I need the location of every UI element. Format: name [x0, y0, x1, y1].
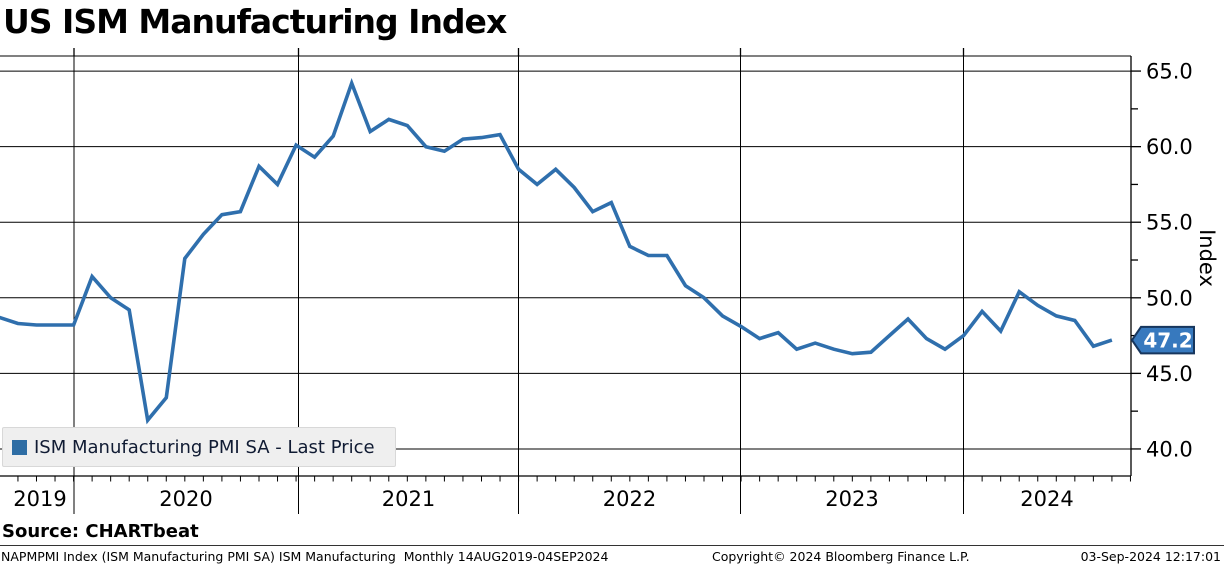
footer-copyright: Copyright© 2024 Bloomberg Finance L.P. — [712, 549, 970, 564]
legend[interactable]: ISM Manufacturing PMI SA - Last Price — [2, 427, 396, 467]
x-tick-label-year: 2021 — [382, 487, 435, 511]
x-tick-label-year: 2022 — [603, 487, 656, 511]
y-tick-label: 55.0 — [1146, 211, 1193, 235]
x-tick-label-year: 2024 — [1020, 487, 1073, 511]
y-axis-title: Index — [1195, 229, 1219, 287]
footer-divider — [0, 545, 1224, 546]
x-tick-label-year: 2023 — [825, 487, 878, 511]
x-tick-label-year: 2019 — [13, 487, 66, 511]
x-tick-label-year: 2020 — [159, 487, 212, 511]
last-price-value: 47.2 — [1143, 329, 1192, 353]
last-price-badge: 47.2 — [1130, 325, 1195, 355]
source-label: Source: CHARTbeat — [2, 521, 199, 542]
legend-swatch-icon — [12, 439, 27, 455]
footer-description: NAPMPMI Index (ISM Manufacturing PMI SA)… — [1, 549, 609, 564]
y-tick-label: 65.0 — [1146, 60, 1193, 84]
chart-canvas[interactable]: 40.0 45.0 50.0 55.0 60.0 65.0 2019 2020 2021 2022… — [0, 0, 1224, 545]
y-tick-label: 50.0 — [1146, 286, 1193, 310]
page-title: US ISM Manufacturing Index — [3, 2, 507, 41]
legend-label: ISM Manufacturing PMI SA - Last Price — [34, 436, 375, 458]
y-tick-label: 60.0 — [1146, 135, 1193, 159]
pmi-data-line — [0, 77, 1113, 425]
y-tick-label: 40.0 — [1146, 437, 1193, 461]
footer-timestamp: 03-Sep-2024 12:17:01 — [1080, 549, 1221, 564]
y-tick-label: 45.0 — [1146, 362, 1193, 386]
